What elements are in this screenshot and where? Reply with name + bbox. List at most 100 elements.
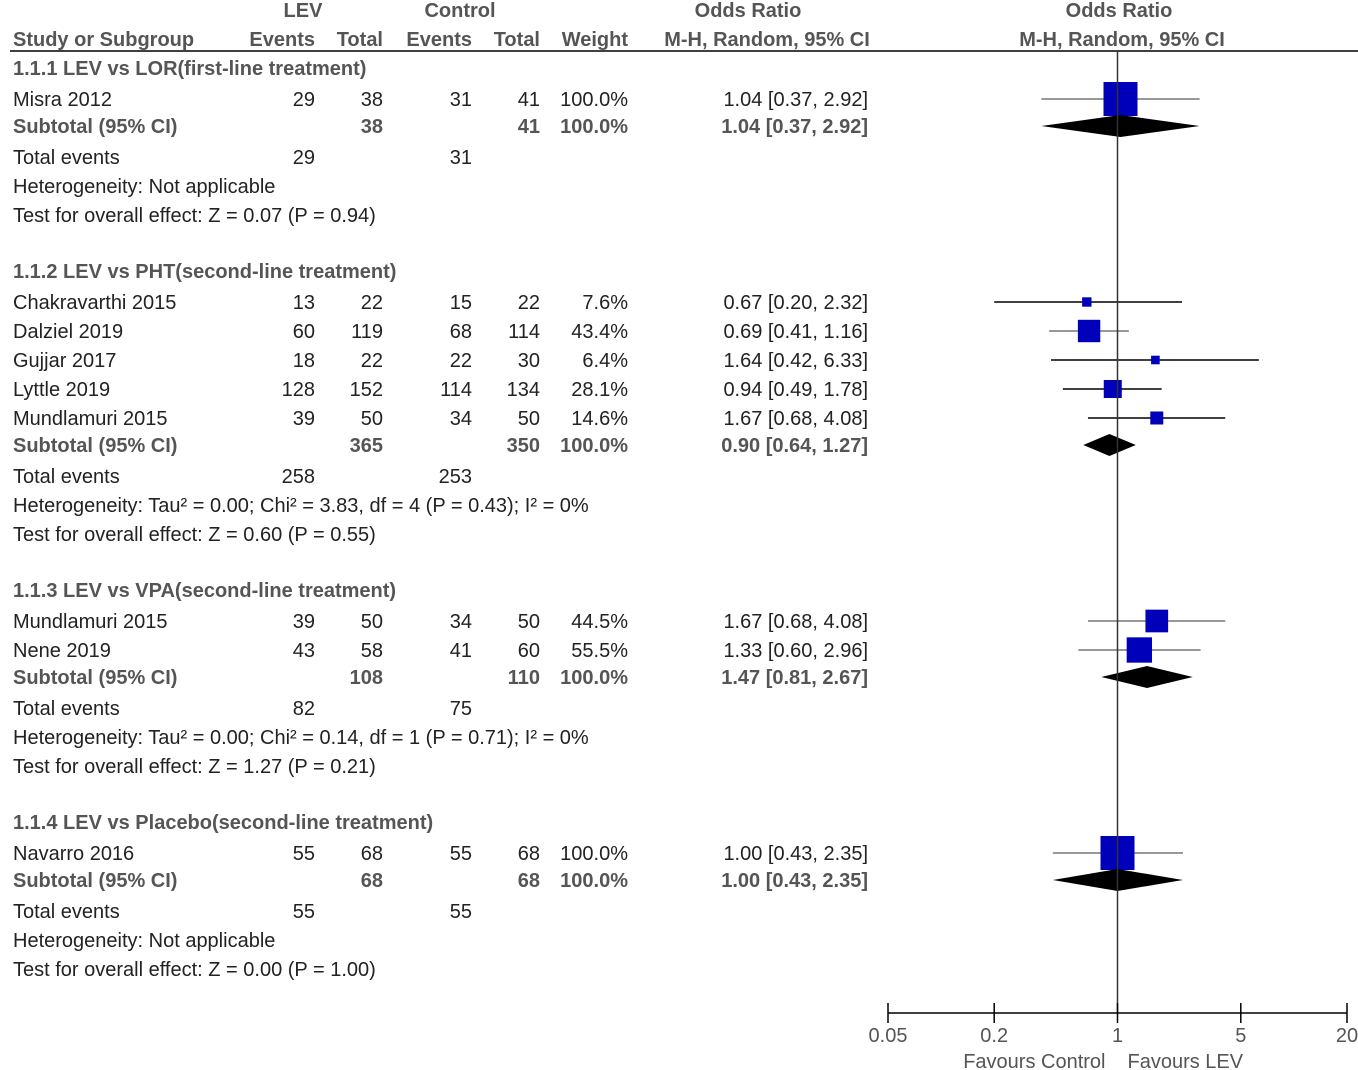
- subtotal-weight: 100.0%: [560, 870, 628, 892]
- subtotal-odds-ratio-ci: 1.04 [0.37, 2.92]: [721, 116, 868, 138]
- total-control: 114: [508, 321, 540, 343]
- x-tick-label: 1: [1112, 1025, 1123, 1047]
- subgroup-title: 1.1.2 LEV vs PHT(second-line treatment): [13, 261, 396, 283]
- table-row: Mundlamuri 2015 39 50 34 50 14.6% 1.67 [0.68, …: [13, 408, 868, 430]
- total-lev: 68: [361, 843, 383, 865]
- subtotal-diamond: [1083, 434, 1136, 456]
- total-lev: 22: [361, 350, 383, 372]
- events-control: 34: [450, 408, 472, 430]
- study-name: Mundlamuri 2015: [13, 408, 168, 430]
- subtotal-total-lev: 108: [350, 667, 383, 689]
- x-tick-label: 5: [1235, 1025, 1246, 1047]
- study-name: Gujjar 2017: [13, 350, 116, 372]
- total-control: 30: [518, 350, 540, 372]
- events-lev: 60: [293, 321, 315, 343]
- table-row: Mundlamuri 2015 39 50 34 50 44.5% 1.67 [0.68, …: [13, 611, 868, 633]
- subtotal-odds-ratio-ci: 1.00 [0.43, 2.35]: [721, 870, 868, 892]
- subtotal-diamond: [1041, 115, 1200, 137]
- study-square: [1145, 609, 1169, 633]
- total-lev: 50: [361, 408, 383, 430]
- weight: 44.5%: [571, 611, 628, 633]
- total-events-label: Total events: [13, 901, 120, 923]
- total-lev: 152: [350, 379, 383, 401]
- odds-ratio-ci: 0.69 [0.41, 1.16]: [723, 321, 868, 343]
- events-lev: 43: [293, 640, 315, 662]
- study-square: [1077, 319, 1101, 343]
- study-name: Misra 2012: [13, 89, 112, 111]
- total-events-row: Total events 29 31: [13, 147, 472, 169]
- subtotal-row: Subtotal (95% CI) 108 110 100.0% 1.47 [0.81,…: [13, 667, 868, 689]
- subtotal-label: Subtotal (95% CI): [13, 116, 177, 138]
- subtotal-odds-ratio-ci: 0.90 [0.64, 1.27]: [721, 435, 868, 457]
- forest-plot-area: 0.05 0.2 1 5 20 Favours Control Favours LEV: [869, 51, 1358, 1070]
- study-name: Dalziel 2019: [13, 321, 123, 343]
- total-lev: 38: [361, 89, 383, 111]
- weight: 55.5%: [571, 640, 628, 662]
- header-total-lev: Total: [337, 29, 383, 51]
- subtotal-total-lev: 365: [350, 435, 383, 457]
- study-name: Lyttle 2019: [13, 379, 110, 401]
- study-square: [1103, 379, 1122, 399]
- x-tick-label: 0.05: [869, 1025, 908, 1047]
- total-events-lev: 55: [293, 901, 315, 923]
- overall-effect-text: Test for overall effect: Z = 0.60 (P = 0…: [13, 524, 376, 546]
- events-lev: 39: [293, 408, 315, 430]
- events-control: 31: [450, 89, 472, 111]
- events-control: 41: [450, 640, 472, 662]
- header-group-control: Control: [424, 0, 495, 22]
- total-lev: 58: [361, 640, 383, 662]
- heterogeneity-text: Heterogeneity: Not applicable: [13, 930, 275, 952]
- header-group-lev: LEV: [284, 0, 324, 22]
- odds-ratio-ci: 1.64 [0.42, 6.33]: [723, 350, 868, 372]
- study-name: Mundlamuri 2015: [13, 611, 168, 633]
- subtotal-total-control: 110: [508, 667, 540, 689]
- total-control: 22: [518, 292, 540, 314]
- table-body: 1.1.1 LEV vs LOR(first-line treatment) Mi…: [13, 58, 868, 981]
- total-control: 50: [518, 408, 540, 430]
- x-tick-label: 20: [1336, 1025, 1358, 1047]
- weight: 28.1%: [571, 379, 628, 401]
- subgroup-title: 1.1.4 LEV vs Placebo(second-line treatme…: [13, 812, 433, 834]
- events-control: 55: [450, 843, 472, 865]
- total-control: 50: [518, 611, 540, 633]
- subtotal-weight: 100.0%: [560, 116, 628, 138]
- events-lev: 18: [293, 350, 315, 372]
- study-square: [1126, 637, 1153, 663]
- overall-effect-text: Test for overall effect: Z = 1.27 (P = 0…: [13, 756, 376, 778]
- overall-effect-text: Test for overall effect: Z = 0.07 (P = 0…: [13, 205, 376, 227]
- total-control: 41: [518, 89, 540, 111]
- total-events-control: 75: [450, 698, 472, 720]
- header-total-control: Total: [494, 29, 540, 51]
- subgroup-title: 1.1.3 LEV vs VPA(second-line treatment): [13, 580, 396, 602]
- events-lev: 13: [293, 292, 315, 314]
- events-lev: 55: [293, 843, 315, 865]
- study-name: Navarro 2016: [13, 843, 134, 865]
- heterogeneity-text: Heterogeneity: Tau² = 0.00; Chi² = 3.83,…: [13, 495, 589, 517]
- study-name: Chakravarthi 2015: [13, 292, 176, 314]
- odds-ratio-ci: 1.67 [0.68, 4.08]: [723, 408, 868, 430]
- subtotal-row: Subtotal (95% CI) 68 68 100.0% 1.00 [0.43, 2…: [13, 870, 868, 892]
- favours-control-label: Favours Control: [963, 1051, 1105, 1070]
- study-name: Nene 2019: [13, 640, 111, 662]
- total-events-control: 31: [450, 147, 472, 169]
- subtotal-diamond: [1101, 666, 1193, 688]
- overall-effect-text: Test for overall effect: Z = 0.00 (P = 1…: [13, 959, 376, 981]
- subtotal-label: Subtotal (95% CI): [13, 870, 177, 892]
- heterogeneity-text: Heterogeneity: Tau² = 0.00; Chi² = 0.14,…: [13, 727, 589, 749]
- subtotal-total-lev: 38: [361, 116, 383, 138]
- total-events-row: Total events 82 75: [13, 698, 472, 720]
- total-events-control: 55: [450, 901, 472, 923]
- odds-ratio-ci: 1.04 [0.37, 2.92]: [723, 89, 868, 111]
- weight: 6.4%: [582, 350, 628, 372]
- subtotal-total-control: 68: [518, 870, 540, 892]
- header-weight: Weight: [562, 29, 629, 51]
- total-events-lev: 82: [293, 698, 315, 720]
- events-lev: 29: [293, 89, 315, 111]
- favours-lev-label: Favours LEV: [1128, 1051, 1244, 1070]
- table-row: Navarro 2016 55 68 55 68 100.0% 1.00 [0.43, 2.…: [13, 843, 868, 865]
- events-control: 15: [450, 292, 472, 314]
- total-events-label: Total events: [13, 466, 120, 488]
- study-square: [1103, 82, 1138, 116]
- table-row: Chakravarthi 2015 13 22 15 22 7.6% 0.67 [0.20,…: [13, 292, 868, 314]
